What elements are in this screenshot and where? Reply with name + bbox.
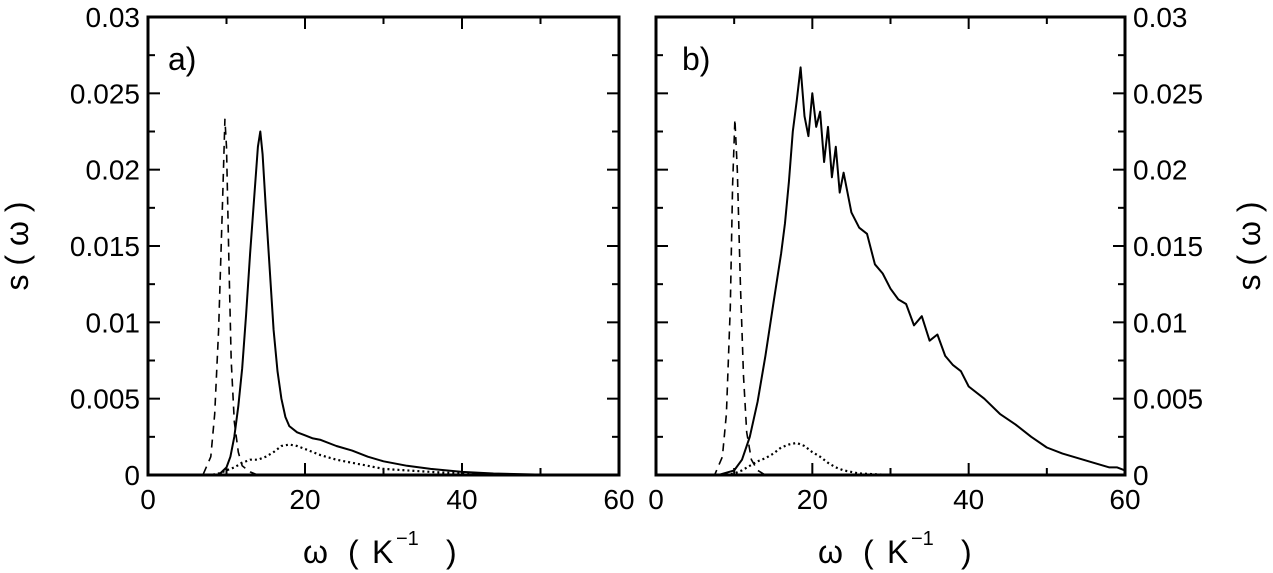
x-axis-title-a: ω ( K −1 ): [303, 528, 457, 570]
series-line-dashed: [148, 118, 619, 476]
y-tick-label: 0.01: [1133, 307, 1188, 338]
x-axis-title-b-exponent: −1: [911, 528, 934, 550]
y-tick-label: 0.015: [70, 231, 140, 262]
x-tick-label: 20: [289, 484, 320, 515]
y-tick-label: 0.02: [1133, 155, 1188, 186]
y-tick-label: 0.03: [1133, 2, 1188, 33]
y-axis-title-left: s ( ω ): [0, 202, 35, 291]
panel-a-series: [148, 118, 619, 477]
y-tick-label: 0.005: [1133, 384, 1203, 415]
y-tick-label: 0.025: [1133, 78, 1203, 109]
x-tick-label: 0: [140, 484, 156, 515]
panel-a: 0 20 40 60 0 0.005 0.01 0.015 0.02 0.025 0.03 a): [70, 2, 635, 515]
x-tick-label: 60: [1109, 484, 1140, 515]
panel-a-label: a): [168, 41, 196, 77]
x-tick-label: 20: [797, 484, 828, 515]
y-tick-label: 0.025: [70, 78, 140, 109]
panel-a-frame: [146, 15, 621, 477]
series-line-dashed: [656, 118, 1125, 476]
series-line-solid: [656, 66, 1126, 476]
y-tick-label: 0.005: [70, 384, 140, 415]
x-axis-title-b-unit: K: [887, 534, 908, 570]
y-axis-title-right: s ( ω ): [1231, 202, 1267, 291]
x-axis-title-b: ω ( K −1 ): [818, 528, 972, 570]
x-axis-title-a-symbol: ω: [303, 534, 328, 570]
y-tick-label: 0: [124, 460, 140, 491]
series-line-solid: [148, 130, 619, 476]
y-tick-label: 0.015: [1133, 231, 1203, 262]
series-line-dotted: [148, 443, 619, 477]
x-tick-label: 40: [446, 484, 477, 515]
y-tick-label: 0.03: [86, 2, 141, 33]
x-axis-title-a-exponent: −1: [396, 528, 419, 550]
x-tick-label: 60: [603, 484, 634, 515]
x-axis-title-b-open-paren: (: [863, 534, 874, 570]
x-tick-label: 40: [953, 484, 984, 515]
x-tick-label: 0: [648, 484, 664, 515]
x-axis-title-a-open-paren: (: [348, 534, 359, 570]
panel-a-ticks: 0 20 40 60 0 0.005 0.01 0.015 0.02 0.025 0.03: [70, 2, 635, 515]
panel-b-series: [656, 66, 1126, 477]
panel-b-label: b): [682, 41, 710, 77]
x-axis-title-a-close-paren: ): [446, 534, 457, 570]
y-tick-label: 0.01: [86, 307, 141, 338]
x-axis-title-b-symbol: ω: [818, 534, 843, 570]
y-tick-label: 0.02: [86, 155, 141, 186]
x-axis-title-a-unit: K: [372, 534, 393, 570]
x-axis-title-b-close-paren: ): [961, 534, 972, 570]
y-tick-label: 0: [1133, 460, 1149, 491]
